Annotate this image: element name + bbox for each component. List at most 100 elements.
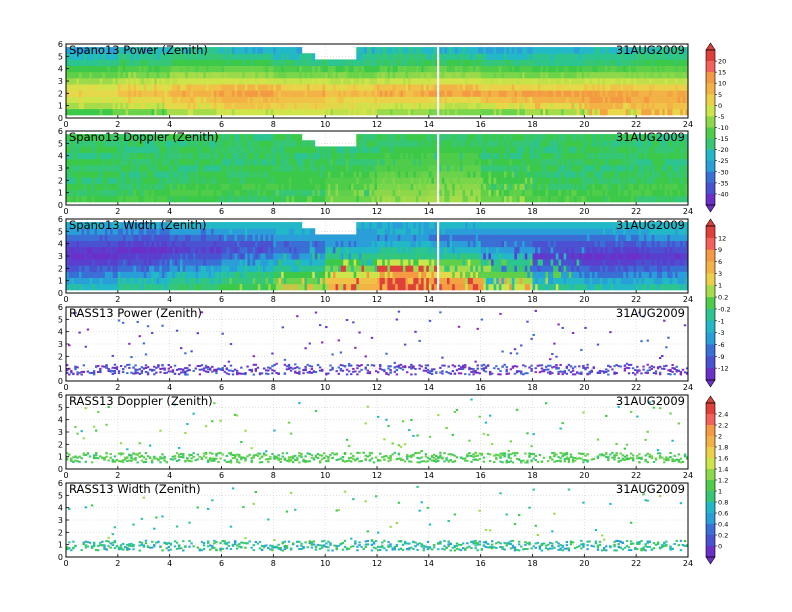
data-cell [563,65,567,73]
data-cell [283,77,287,85]
data-cell [159,96,163,103]
data-cell [553,102,557,110]
data-cell [278,183,282,190]
data-cell [548,195,552,203]
data-cell [107,140,111,147]
data-cell [599,53,603,60]
data-cell [203,84,207,91]
data-cell [511,59,515,66]
data-cell [529,140,533,147]
data-cell [294,195,298,203]
data-cell [669,171,673,178]
data-cell [312,102,316,110]
data-cell [581,164,585,172]
data-cell [493,96,497,103]
data-cell [410,77,414,85]
data-cell [338,164,342,172]
data-cell [174,102,178,110]
data-cell [198,90,202,97]
data-cell [452,183,456,190]
data-cell [216,102,220,110]
data-cell [86,171,90,178]
data-cell [99,108,103,116]
data-cell [581,96,585,103]
data-cell [242,77,246,85]
data-cell [579,158,583,166]
data-cell [198,171,202,178]
data-cell [102,183,106,190]
data-cell [545,47,549,54]
data-cell [501,90,505,97]
data-cell [203,108,207,116]
data-cell [304,195,308,203]
data-cell [441,140,445,147]
data-cell [286,189,290,197]
data-cell [317,183,321,190]
data-cell [260,77,264,85]
data-cell [288,65,292,73]
data-cell [397,108,401,116]
data-cell [304,84,308,91]
data-cell [649,164,653,172]
data-cell [185,152,189,160]
data-cell [138,108,142,116]
data-cell [511,108,515,116]
data-cell [172,108,176,116]
data-cell [221,90,225,97]
data-cell [128,108,132,116]
data-cell [78,177,82,184]
data-cell [573,84,577,91]
data-cell [496,96,500,103]
data-cell [623,77,627,85]
data-cell [519,140,523,147]
data-cell [503,152,507,160]
data-cell [141,108,145,116]
data-cell [592,189,596,197]
data-cell [605,53,609,60]
data-cell [636,158,640,166]
data-cell [599,59,603,66]
data-cell [664,71,668,79]
data-cell [395,84,399,91]
data-cell [441,71,445,79]
data-cell [211,71,215,79]
data-cell [154,47,158,54]
data-cell [527,195,531,203]
data-cell [270,164,274,172]
data-cell [115,189,119,197]
data-cell [548,59,552,66]
data-cell [335,65,339,73]
data-cell [646,102,650,110]
data-cell [498,47,502,54]
data-cell [563,53,567,60]
data-cell [446,158,450,166]
data-cell [509,146,513,153]
data-cell [86,84,90,91]
data-cell [260,164,264,172]
data-cell [117,53,121,60]
data-cell [211,108,215,116]
data-cell [190,177,194,184]
data-cell [195,164,199,172]
data-cell [379,96,383,103]
data-cell [84,158,88,166]
data-cell [218,195,222,203]
data-cell [68,96,72,103]
data-cell [322,65,326,73]
data-cell [586,195,590,203]
data-cell [291,146,295,153]
data-cell [426,164,430,172]
data-cell [286,77,290,85]
data-cell [104,164,108,172]
data-cell [680,164,684,172]
data-cell [511,140,515,147]
data-cell [483,102,487,110]
data-cell [351,102,355,110]
data-cell [444,59,448,66]
data-cell [478,59,482,66]
data-cell [537,146,541,153]
data-cell [669,90,673,97]
data-cell [161,84,165,91]
data-cell [252,189,256,197]
data-cell [351,152,355,160]
